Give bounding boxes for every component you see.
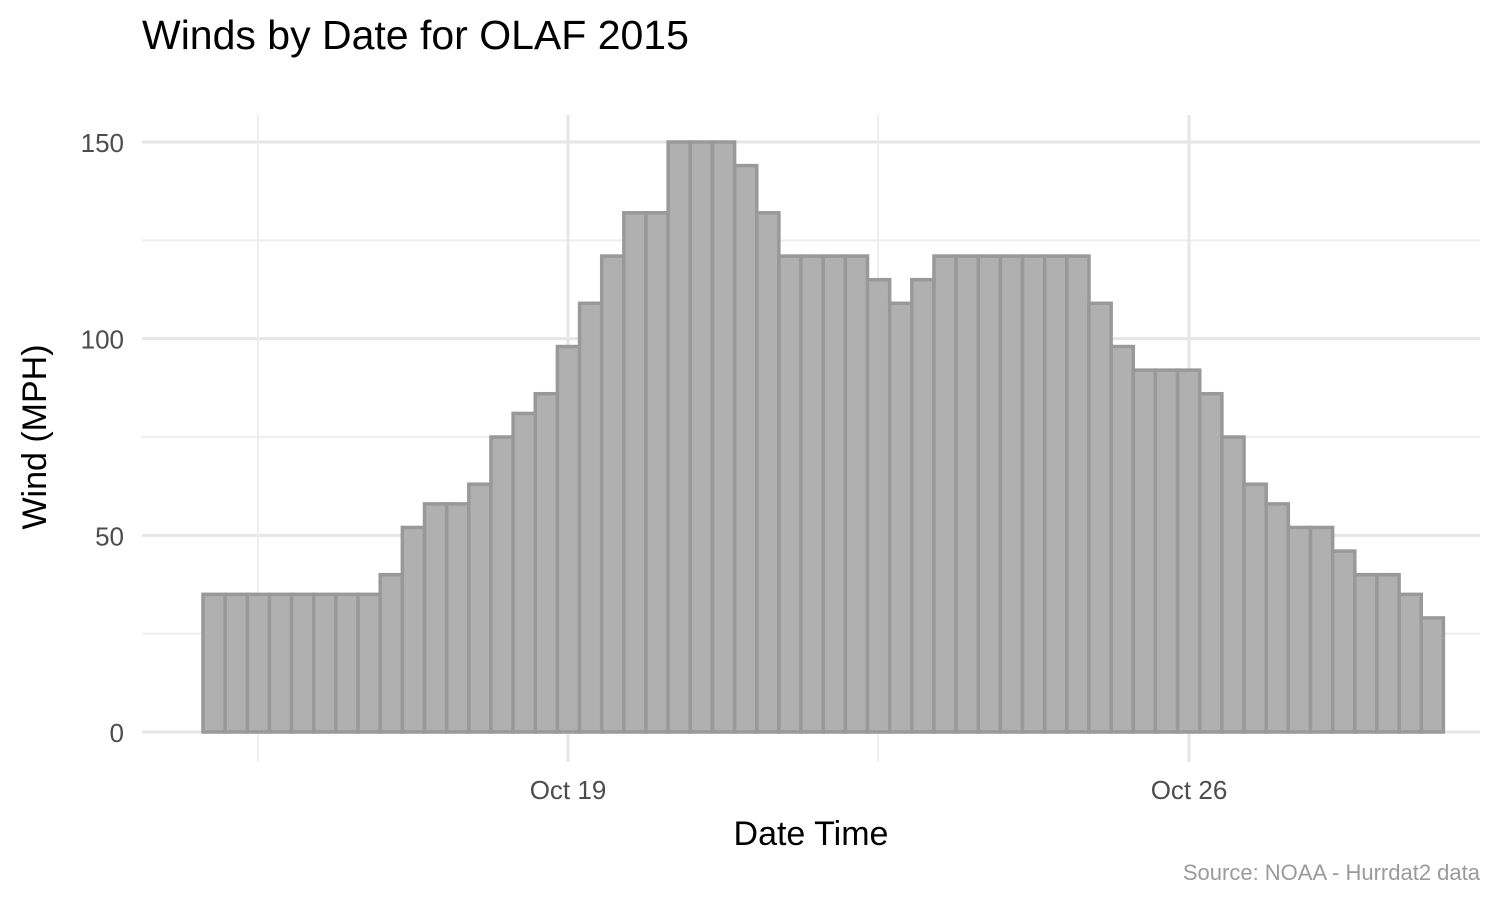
bar xyxy=(644,211,670,734)
bar xyxy=(954,254,980,734)
bar xyxy=(887,301,914,734)
bar xyxy=(1353,572,1379,734)
bar xyxy=(599,254,626,734)
bar xyxy=(777,254,803,734)
bar xyxy=(422,502,449,734)
bar xyxy=(1020,254,1047,734)
bar xyxy=(489,435,515,734)
bar xyxy=(577,301,604,734)
bar xyxy=(932,254,958,734)
x-tick-label: Oct 19 xyxy=(530,775,607,805)
bar xyxy=(312,592,338,734)
bar xyxy=(755,211,781,734)
bar xyxy=(1330,549,1357,734)
bar xyxy=(1087,301,1113,734)
chart-title: Winds by Date for OLAF 2015 xyxy=(142,12,689,58)
bar xyxy=(1220,435,1246,734)
bar xyxy=(666,140,693,734)
bar xyxy=(1131,368,1158,734)
bar xyxy=(444,502,471,734)
bar xyxy=(1109,344,1136,734)
bar xyxy=(998,254,1025,734)
y-axis-title: Wind (MPH) xyxy=(16,344,54,529)
bar xyxy=(267,592,294,734)
bar xyxy=(201,592,227,734)
y-tick-label: 0 xyxy=(110,718,124,748)
bar xyxy=(1419,616,1446,734)
bar xyxy=(1286,525,1313,734)
bar xyxy=(555,344,582,734)
bar xyxy=(245,592,272,734)
bar xyxy=(821,254,848,734)
bar xyxy=(843,254,870,734)
bar xyxy=(334,592,360,734)
bar-layer xyxy=(201,140,1446,734)
bar xyxy=(223,592,250,734)
y-tick-label: 50 xyxy=(95,521,124,551)
bar xyxy=(1153,368,1180,734)
source-caption: Source: NOAA - Hurrdat2 data xyxy=(1182,860,1480,885)
bar xyxy=(1397,592,1423,734)
bar xyxy=(533,391,560,734)
bar xyxy=(710,140,737,734)
bar xyxy=(289,592,316,734)
y-tick-label: 100 xyxy=(81,325,124,355)
bar xyxy=(1065,254,1091,734)
bar xyxy=(799,254,825,734)
bar xyxy=(1264,502,1291,734)
bar xyxy=(910,277,936,734)
x-tick-label: Oct 26 xyxy=(1151,775,1228,805)
bar xyxy=(622,211,648,734)
bar xyxy=(865,277,892,734)
y-tick-label: 150 xyxy=(81,128,124,158)
bar xyxy=(1242,482,1268,734)
bar xyxy=(688,140,715,734)
bar xyxy=(400,525,427,734)
bar xyxy=(467,482,493,734)
bar xyxy=(511,411,537,734)
x-axis-title: Date Time xyxy=(734,815,889,853)
bar xyxy=(976,254,1003,734)
bar xyxy=(732,163,759,734)
bar xyxy=(378,572,405,734)
bar xyxy=(1042,254,1069,734)
bar xyxy=(356,592,382,734)
bar xyxy=(1198,391,1224,734)
bar xyxy=(1375,572,1401,734)
axis-layer: 0 50 100 150 Oct 19 Oct 26 xyxy=(81,128,1228,805)
bar xyxy=(1308,525,1335,734)
bar xyxy=(1175,368,1202,734)
